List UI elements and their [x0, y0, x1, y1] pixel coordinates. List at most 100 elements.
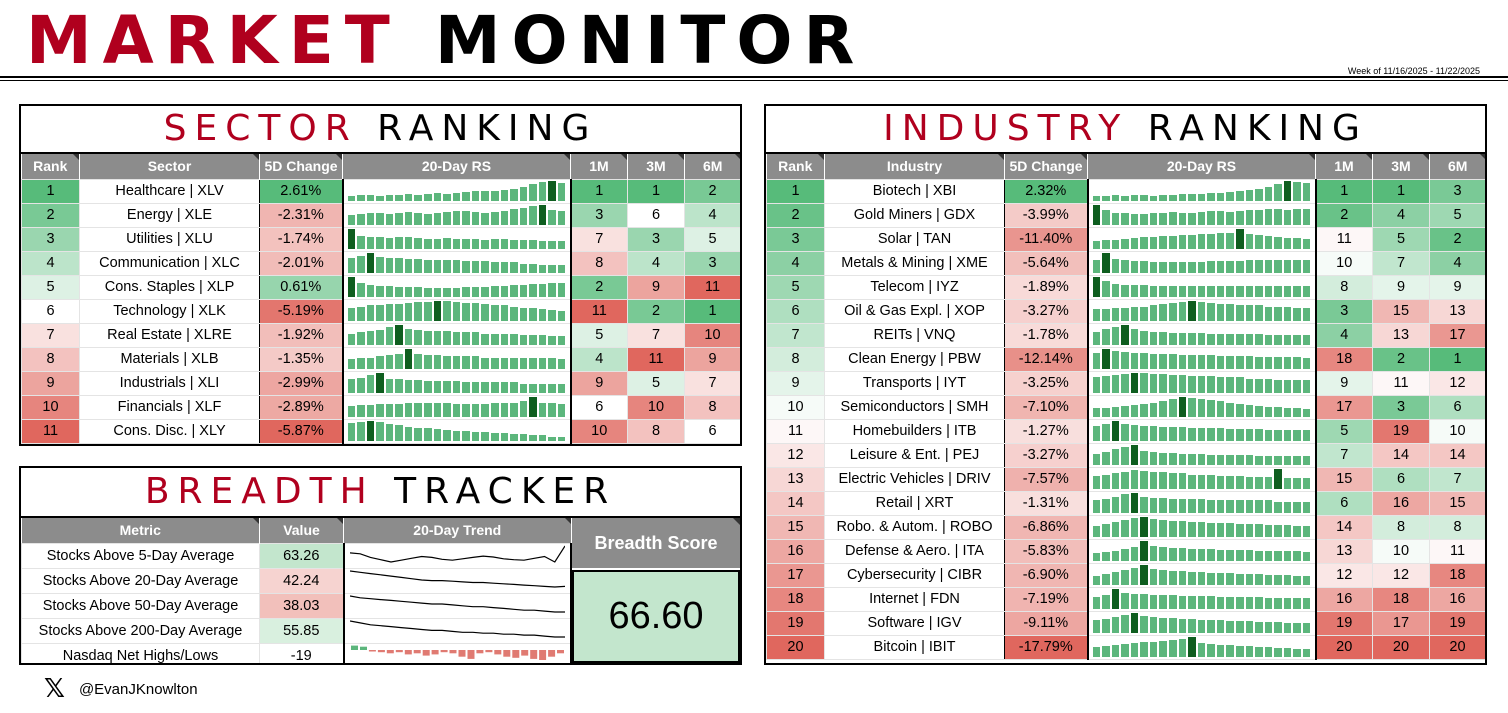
rs-bar — [414, 195, 422, 201]
m6-rank-cell: 20 — [1429, 634, 1485, 660]
change-cell: -9.11% — [1004, 610, 1088, 636]
sector-col-header: 3M — [627, 154, 685, 179]
rs-bar — [443, 301, 451, 321]
rs-bar — [1178, 194, 1187, 201]
m1-rank-cell: 1 — [1315, 178, 1373, 204]
name-cell: Transports | IYT — [824, 370, 1005, 396]
rs-bar — [443, 403, 451, 417]
rs-bar — [548, 336, 556, 345]
rs-bar — [1149, 237, 1158, 249]
rs-bar — [1188, 262, 1196, 273]
rs-bar — [1302, 183, 1311, 201]
m1-rank-cell: 10 — [1315, 250, 1373, 276]
rank-cell: 8 — [21, 346, 80, 372]
rs-bar — [462, 261, 470, 273]
rs-bar — [395, 325, 403, 345]
rs-bar — [490, 212, 499, 225]
rs-bar — [443, 331, 451, 345]
rs-bars — [1092, 373, 1311, 393]
rs-cell — [341, 178, 572, 204]
m3-rank-cell: 20 — [1372, 634, 1430, 660]
author-handle[interactable]: @EvanJKnowlton — [78, 680, 198, 698]
rs-bar — [500, 382, 509, 393]
rank-cell: 13 — [766, 466, 825, 492]
rs-bar — [1226, 597, 1234, 609]
rs-bar — [1245, 234, 1254, 249]
rs-bar — [1264, 551, 1273, 561]
rs-bar — [1235, 377, 1244, 393]
rs-bar — [1302, 502, 1311, 513]
rs-bar — [1188, 286, 1196, 297]
rs-bar — [395, 354, 403, 369]
sector-row: 6 Technology | XLK -5.19% 11 2 1 — [21, 298, 740, 324]
rs-bar — [1302, 335, 1311, 345]
rs-bar — [1226, 500, 1234, 513]
rs-cell — [341, 274, 572, 300]
net-highs-lows-bar — [413, 649, 421, 653]
m1-rank-cell: 7 — [1315, 442, 1373, 468]
rs-bar — [1293, 551, 1301, 561]
rs-bar — [1226, 403, 1234, 417]
rs-bar — [500, 211, 509, 225]
rs-bar — [1293, 430, 1301, 441]
breadth-tracker-title: BREADTH TRACKER — [21, 468, 740, 518]
rs-bar — [1302, 239, 1311, 249]
rs-bar — [1245, 550, 1254, 561]
rs-bar — [490, 305, 499, 321]
rs-bar — [1235, 476, 1244, 489]
rs-bar — [1245, 646, 1254, 657]
rs-bar — [519, 240, 528, 249]
rs-bar — [1178, 333, 1187, 345]
rs-bar — [1226, 356, 1234, 369]
rs-bar — [1302, 286, 1311, 297]
rs-cell — [1086, 610, 1317, 636]
net-highs-lows-bar — [502, 649, 510, 657]
metric-cell: Nasdaq Net Highs/Lows — [21, 642, 260, 663]
rank-cell: 4 — [21, 250, 80, 276]
rs-bar — [1121, 615, 1129, 633]
name-cell: REITs | VNQ — [824, 322, 1005, 348]
m1-rank-cell: 5 — [570, 322, 628, 348]
header-divider-thin — [0, 80, 1508, 81]
rs-bars — [347, 205, 566, 225]
rs-bar — [1130, 643, 1139, 657]
rs-bar — [1169, 303, 1177, 321]
rs-bar — [385, 286, 394, 297]
rs-bar — [462, 211, 470, 225]
rs-bar — [424, 403, 432, 417]
m3-rank-cell: 6 — [1372, 466, 1430, 492]
rs-bar — [1226, 377, 1234, 393]
m3-rank-cell: 4 — [1372, 202, 1430, 228]
rs-bar — [1159, 547, 1167, 561]
rs-bar — [1178, 548, 1187, 561]
rs-bar — [1102, 281, 1110, 297]
m3-rank-cell: 6 — [627, 202, 685, 228]
rs-bar — [548, 181, 556, 201]
rs-bar — [1302, 209, 1311, 225]
industry-row: 9 Transports | IYT -3.25% 9 11 12 — [766, 370, 1485, 396]
industry-row: 16 Defense & Aero. | ITA -5.83% 13 10 11 — [766, 538, 1485, 564]
rs-bar — [1264, 477, 1273, 489]
rank-cell: 10 — [21, 394, 80, 420]
rs-bar — [385, 424, 394, 441]
rs-cell — [341, 250, 572, 276]
change-cell: -1.89% — [1004, 274, 1088, 300]
rs-bar — [1226, 573, 1234, 585]
rs-bar — [1245, 429, 1254, 441]
rs-bar — [385, 327, 394, 345]
rs-bar — [1121, 424, 1129, 441]
rs-bar — [1274, 598, 1282, 609]
breadth-row: Stocks Above 5-Day Average 63.26 — [21, 542, 572, 569]
name-cell: Biotech | XBI — [824, 178, 1005, 204]
rank-cell: 5 — [21, 274, 80, 300]
rs-bar — [1235, 191, 1244, 201]
rs-bar — [1274, 469, 1282, 489]
rs-bar — [1293, 182, 1301, 201]
rs-bar — [1121, 352, 1129, 369]
x-logo-icon[interactable]: 𝕏 — [44, 674, 65, 704]
rs-bar — [1302, 308, 1311, 321]
rs-bar — [443, 238, 451, 249]
rs-bars — [1092, 541, 1311, 561]
rs-bar — [1207, 500, 1215, 513]
rs-bar — [471, 432, 480, 441]
